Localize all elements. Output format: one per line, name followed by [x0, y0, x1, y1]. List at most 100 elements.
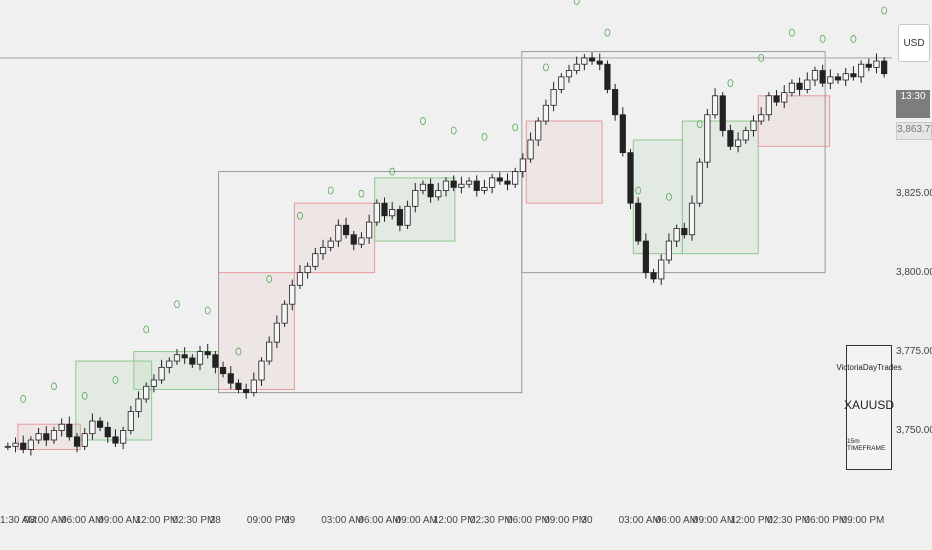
- candle: [58, 418, 65, 437]
- signal-marker: [327, 186, 334, 195]
- y-tick-label: 3,750.00: [896, 424, 932, 436]
- x-tick-label: 02:30 PM: [469, 515, 513, 526]
- candle: [804, 72, 811, 94]
- candle: [427, 178, 434, 203]
- candle: [50, 426, 58, 444]
- candle: [250, 372, 257, 397]
- candle: [489, 174, 496, 194]
- candle: [335, 219, 342, 248]
- candle: [89, 413, 96, 440]
- candle: [735, 132, 742, 153]
- signal-marker: [666, 192, 672, 201]
- signal-marker: [481, 132, 488, 141]
- candle: [612, 83, 619, 121]
- x-tick-label: 1:30 AM: [0, 515, 37, 526]
- candle: [189, 354, 196, 368]
- y-tick-label: 3,825.00: [896, 187, 932, 199]
- candle: [719, 92, 726, 137]
- signal-marker: [204, 306, 211, 315]
- candle: [781, 85, 788, 109]
- signal-marker: [81, 391, 88, 400]
- time-axis[interactable]: 1:30 AM 03:00 AM 06:00 AM 09:00 AM 12:00 PM 0…: [0, 505, 892, 550]
- candle: [4, 442, 11, 451]
- x-tick-label: 09:00 AM: [395, 515, 438, 526]
- signal-marker: [881, 6, 888, 15]
- candle: [465, 177, 473, 188]
- candle: [711, 88, 719, 119]
- symbol-info-box: VictoriaDayTrades XAUUSD 15m TIMEFRAME: [836, 345, 902, 470]
- candle: [319, 239, 327, 260]
- currency-button[interactable]: USD: [898, 24, 930, 62]
- x-tick-label: 09:00 AM: [692, 515, 736, 526]
- x-tick-label: 12:00 PM: [432, 515, 476, 526]
- candle: [696, 158, 703, 207]
- candle: [381, 197, 388, 222]
- candle: [758, 107, 765, 125]
- x-tick-label: 06:00 PM: [804, 515, 848, 526]
- candle: [573, 56, 580, 75]
- x-tick-label: 09:00 PM: [544, 515, 588, 526]
- x-tick-label: 29: [284, 515, 296, 526]
- candle: [96, 417, 104, 432]
- signal-marker: [758, 53, 765, 62]
- candle: [665, 233, 673, 264]
- candle: [66, 416, 73, 441]
- candle: [312, 248, 319, 271]
- candle: [673, 224, 680, 248]
- candle: [442, 177, 450, 197]
- symbol-label: XAUUSD: [844, 398, 895, 412]
- candle: [558, 73, 565, 94]
- candle: [166, 357, 173, 374]
- candle: [389, 201, 396, 220]
- candle: [435, 182, 442, 201]
- candle: [658, 254, 665, 285]
- candle: [342, 217, 350, 239]
- candle: [881, 57, 888, 78]
- candle: [235, 379, 242, 394]
- x-tick-label: 02:30 PM: [172, 515, 216, 526]
- signal-marker: [635, 186, 642, 195]
- x-tick-label: 06:00 PM: [507, 515, 550, 526]
- candle: [227, 366, 234, 390]
- candle: [688, 195, 696, 241]
- signal-marker: [727, 79, 734, 88]
- signal-marker: [358, 189, 365, 198]
- candle: [519, 153, 526, 178]
- candle: [473, 175, 480, 197]
- signal-marker: [543, 63, 549, 72]
- candle: [358, 232, 365, 248]
- candle: [765, 92, 772, 121]
- zone-box: [218, 272, 295, 390]
- candle: [588, 52, 596, 65]
- signal-marker: [573, 0, 580, 5]
- candle: [173, 349, 181, 365]
- candle: [219, 361, 227, 378]
- candle: [20, 435, 27, 454]
- candle: [120, 426, 127, 450]
- candle: [127, 405, 134, 435]
- candle: [865, 58, 872, 72]
- previous-price-tag: 3,863.71: [896, 122, 932, 140]
- candlestick-series[interactable]: [4, 52, 888, 456]
- candle: [273, 315, 280, 349]
- candle: [504, 173, 511, 191]
- signal-marker: [143, 325, 150, 334]
- candle: [819, 64, 826, 87]
- candle: [258, 357, 265, 386]
- candle: [289, 279, 296, 311]
- candle: [481, 179, 488, 195]
- candle: [296, 265, 304, 290]
- y-tick-label: 3,800.00: [896, 266, 932, 278]
- candle: [73, 433, 81, 453]
- candle: [204, 344, 211, 359]
- candle: [512, 167, 519, 188]
- candle: [527, 132, 534, 163]
- countdown-label: 13:30: [900, 91, 926, 102]
- x-tick-label: 28: [209, 515, 221, 526]
- candle: [327, 237, 334, 252]
- timeframe-label: 15m TIMEFRAME: [847, 438, 886, 452]
- x-tick-label: 06:00 AM: [358, 515, 401, 526]
- candle: [212, 350, 219, 374]
- candle: [535, 117, 542, 146]
